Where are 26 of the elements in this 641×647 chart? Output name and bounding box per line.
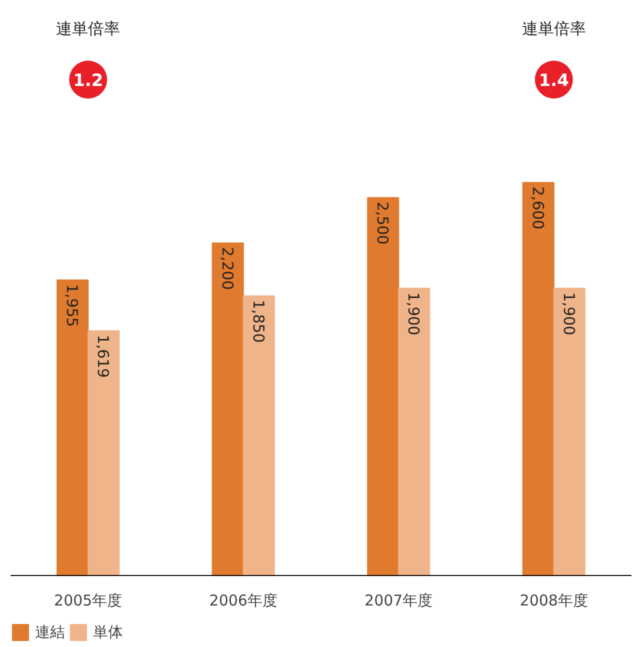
text: 連単倍率 [56, 18, 120, 38]
x-tick-label: 2006年度 [209, 592, 278, 610]
x-tick-label: 2005年度 [54, 592, 122, 610]
x-tick-label: 2008年度 [520, 592, 588, 610]
data-label: 1,955 [63, 284, 82, 327]
data-label: 1,619 [94, 334, 112, 378]
text: 1.2 [73, 71, 104, 92]
text: 1.4 [538, 71, 570, 92]
data-label: 2,600 [528, 186, 547, 230]
text: 連単倍率 [522, 18, 586, 38]
legend-label: 単体 [93, 622, 123, 642]
bar [242, 295, 275, 576]
bar [553, 288, 586, 576]
data-label: 1,900 [560, 292, 578, 336]
data-label: 1,900 [404, 292, 423, 336]
bar [56, 279, 89, 576]
data-label: 2,500 [374, 202, 392, 245]
x-tick-label: 2007年度 [364, 592, 433, 610]
bar [367, 197, 400, 576]
bar [398, 288, 430, 576]
bar [88, 330, 120, 576]
bar [522, 182, 554, 576]
bar [212, 242, 244, 576]
data-label: 2,200 [218, 246, 236, 290]
data-label: 1,850 [249, 300, 268, 343]
legend-label: 連結 [35, 622, 65, 642]
